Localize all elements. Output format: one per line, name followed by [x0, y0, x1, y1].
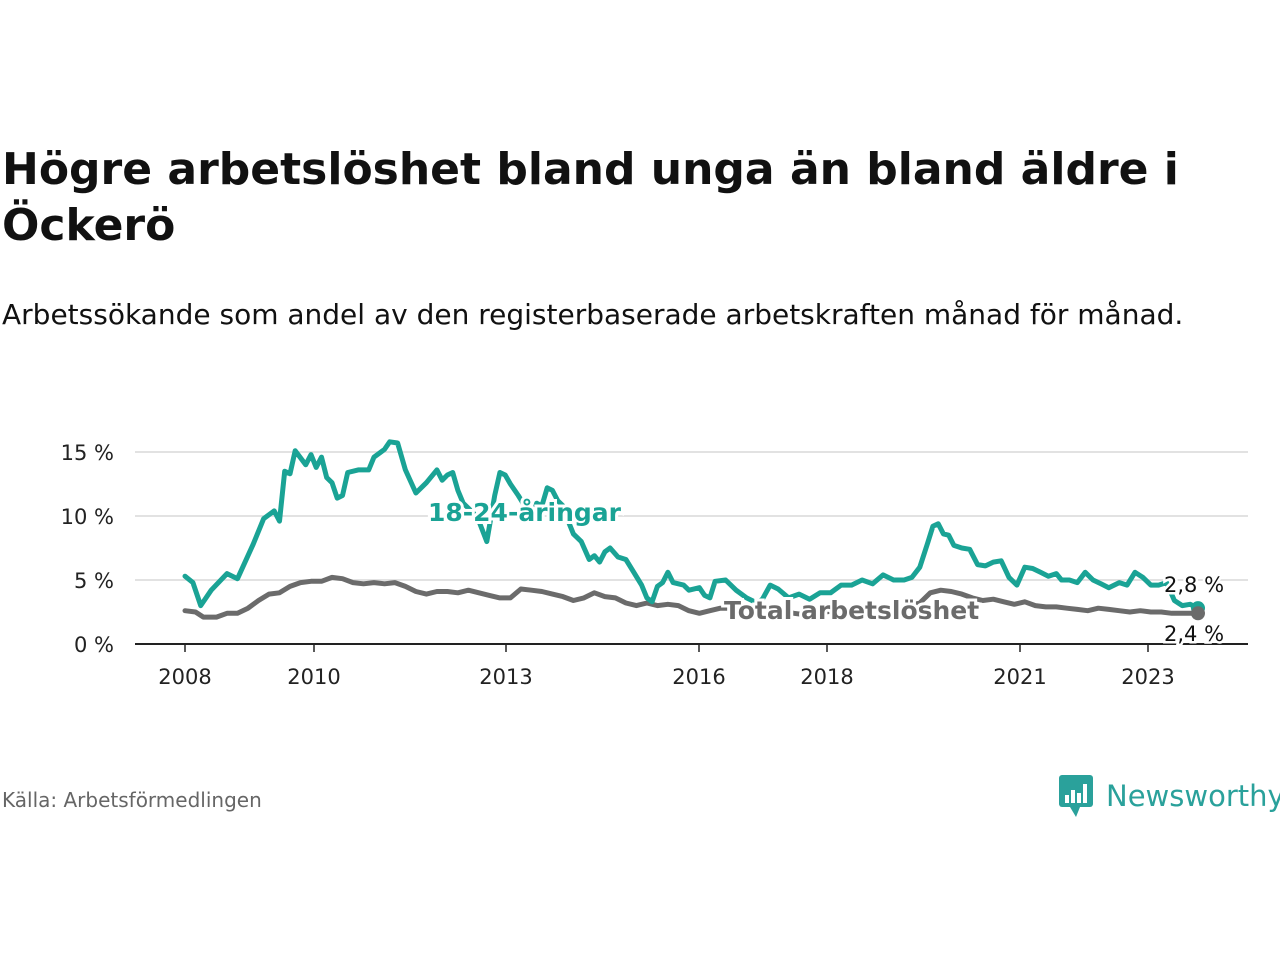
end-label-total: 2,4 %: [1164, 622, 1224, 646]
end-label-youth: 2,8 %: [1164, 573, 1224, 597]
source-note: Källa: Arbetsförmedlingen: [2, 788, 262, 812]
series-line-youth: [182, 439, 1201, 611]
series-label-youth: 18-24-åringar: [428, 498, 622, 527]
series-labels: 18-24-åringar Total arbetslöshet 2,8 % 2,4 …: [425, 495, 1227, 649]
brand-name: Newsworthy: [1106, 779, 1280, 813]
y-tick-label: 0 %: [74, 633, 114, 657]
brand-logo[interactable]: Newsworthy: [1058, 772, 1280, 820]
line-chart: 0 %5 %10 %15 % 2008 2010 2013 2016 2018 2021 2…: [61, 439, 1248, 689]
y-axis-ticks: 0 % 5 % 10 % 15 %: [61, 441, 114, 657]
x-tick-label: 2013: [479, 665, 532, 689]
chart-title: Högre arbetslöshet bland unga än bland ä…: [2, 144, 1179, 251]
chart-subtitle: Arbetssökande som andel av den registerb…: [2, 298, 1184, 331]
series-label-total: Total arbetslöshet: [724, 596, 979, 625]
gridlines: [135, 451, 1248, 581]
x-tick-label: 2016: [672, 665, 725, 689]
end-point-total: [1191, 606, 1205, 621]
y-tick-label: 15 %: [61, 441, 114, 465]
x-tick-label: 2023: [1121, 665, 1174, 689]
x-tick-label: 2018: [800, 665, 853, 689]
y-tick-label: 5 %: [74, 569, 114, 593]
x-tick-label: 2010: [287, 665, 340, 689]
newsworthy-logo-icon: [1059, 775, 1093, 817]
series-line-total: [182, 574, 1201, 620]
series-lines: [182, 439, 1205, 621]
y-tick-label: 10 %: [61, 505, 114, 529]
x-tick-label: 2008: [158, 665, 211, 689]
x-tick-label: 2021: [993, 665, 1046, 689]
x-axis: 2008 2010 2013 2016 2018 2021 2023: [135, 643, 1248, 689]
